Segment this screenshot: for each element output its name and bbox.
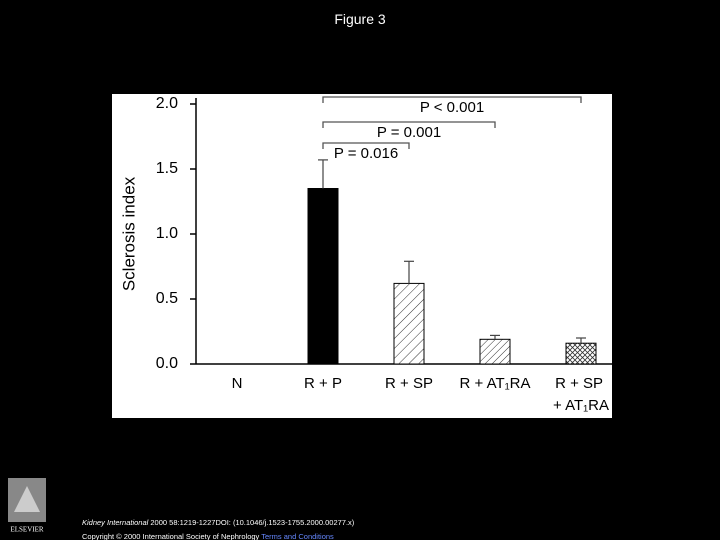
logo-text: ELSEVIER [10, 526, 43, 534]
significance-bracket [322, 96, 582, 103]
significance-label: P < 0.001 [420, 99, 484, 116]
y-tick-label: 2.0 [156, 95, 178, 112]
error-bar [490, 334, 500, 340]
bar [307, 188, 339, 365]
x-tick-label: R + AT₁RA [459, 375, 530, 392]
error-bar [318, 159, 328, 189]
significance-label: P = 0.001 [377, 124, 441, 141]
publisher-logo: ELSEVIER [8, 478, 46, 534]
significance-bracket [322, 142, 410, 149]
x-tick-label: N [232, 375, 243, 392]
bar [479, 338, 511, 365]
footer: Kidney International 2000 58:1219-1227DO… [82, 516, 354, 540]
y-tick-label: 1.5 [156, 160, 178, 177]
y-tick-label: 1.0 [156, 225, 178, 242]
error-bar [576, 337, 586, 344]
journal: Kidney International [82, 518, 149, 527]
copyright: Copyright © 2000 International Society o… [82, 532, 260, 540]
page-title: Figure 3 [334, 11, 386, 27]
significance-bracket [322, 121, 496, 128]
y-tick-label: 0.0 [156, 355, 178, 372]
terms-link[interactable]: Terms and Conditions [261, 532, 334, 540]
y-axis-label: Sclerosis index [119, 176, 138, 291]
x-tick-label: R + SP + AT₁RA [553, 375, 609, 414]
copyright-line: Copyright © 2000 International Society o… [82, 530, 354, 540]
y-tick-label: 0.5 [156, 290, 178, 307]
error-bar [404, 260, 414, 284]
significance-label: P = 0.016 [334, 145, 398, 162]
citation: Kidney International 2000 58:1219-1227DO… [82, 516, 354, 530]
x-tick-label: R + P [304, 375, 342, 392]
x-tick-label: R + SP [385, 375, 433, 392]
citation-details: 2000 58:1219-1227DOI: (10.1046/j.1523-17… [148, 518, 355, 527]
bar [565, 342, 597, 365]
bar [393, 282, 425, 365]
